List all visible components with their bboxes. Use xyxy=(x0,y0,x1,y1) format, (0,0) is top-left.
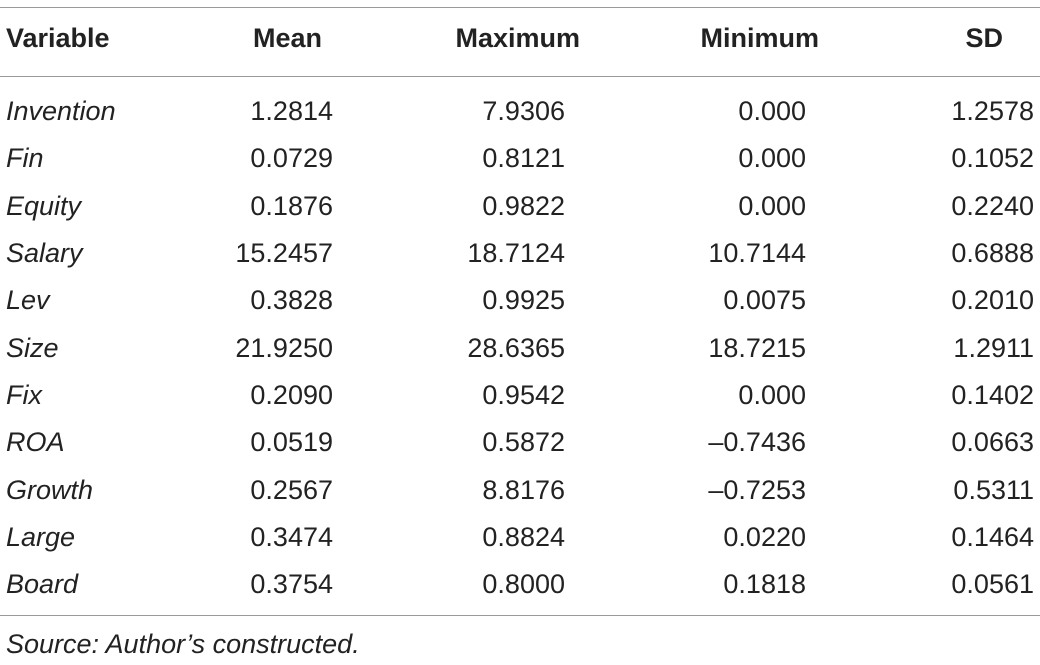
cell-mean: 0.1876 xyxy=(250,191,333,221)
cell-mean: 1.2814 xyxy=(250,96,333,126)
cell-minimum: 0.1818 xyxy=(723,569,806,599)
cell-variable: Fin xyxy=(6,143,44,173)
cell-mean: 0.3474 xyxy=(250,522,333,552)
cell-mean: 0.3828 xyxy=(250,285,333,315)
cell-variable: Invention xyxy=(6,96,116,126)
table-row: ROA 0.0519 0.5872 –0.7436 0.0663 xyxy=(0,419,1040,466)
cell-variable: Fix xyxy=(6,380,42,410)
cell-maximum: 0.5872 xyxy=(482,427,565,457)
cell-mean: 0.0519 xyxy=(250,427,333,457)
table-bottom-rule xyxy=(0,615,1040,616)
table-row: Board 0.3754 0.8000 0.1818 0.0561 xyxy=(0,561,1040,608)
cell-maximum: 7.9306 xyxy=(482,96,565,126)
cell-sd: 0.2010 xyxy=(951,285,1034,315)
cell-variable: Growth xyxy=(6,475,94,505)
header-minimum: Minimum xyxy=(700,23,820,53)
cell-minimum: 18.7215 xyxy=(708,333,806,363)
cell-sd: 0.2240 xyxy=(951,191,1034,221)
table-row: Size 21.9250 28.6365 18.7215 1.2911 xyxy=(0,325,1040,372)
cell-sd: 0.6888 xyxy=(951,238,1034,268)
cell-sd: 1.2911 xyxy=(953,333,1034,363)
cell-mean: 0.0729 xyxy=(250,143,333,173)
cell-variable: Large xyxy=(6,522,76,552)
header-sd: SD xyxy=(965,23,1003,53)
header-mean: Mean xyxy=(252,23,322,53)
cell-variable: Lev xyxy=(6,285,50,315)
table-row: Salary 15.2457 18.7124 10.7144 0.6888 xyxy=(0,230,1040,277)
cell-maximum: 18.7124 xyxy=(467,238,565,268)
cell-minimum: 0.0220 xyxy=(723,522,806,552)
cell-minimum: –0.7253 xyxy=(708,475,806,505)
table-row: Growth 0.2567 8.8176 –0.7253 0.5311 xyxy=(0,467,1040,514)
header-variable: Variable xyxy=(6,23,110,53)
cell-minimum: –0.7436 xyxy=(708,427,806,457)
table-header-row: Variable Mean Maximum Minimum SD xyxy=(0,0,1040,76)
cell-sd: 0.1052 xyxy=(951,143,1034,173)
cell-mean: 21.9250 xyxy=(235,333,333,363)
table-top-rule xyxy=(0,7,1040,8)
cell-variable: Salary xyxy=(6,238,83,268)
cell-minimum: 10.7144 xyxy=(708,238,806,268)
cell-maximum: 28.6365 xyxy=(467,333,565,363)
cell-minimum: 0.000 xyxy=(738,96,806,126)
cell-mean: 15.2457 xyxy=(235,238,333,268)
cell-mean: 0.2567 xyxy=(250,475,333,505)
cell-minimum: 0.0075 xyxy=(723,285,806,315)
cell-maximum: 0.8121 xyxy=(482,143,565,173)
cell-mean: 0.3754 xyxy=(250,569,333,599)
cell-maximum: 0.9822 xyxy=(482,191,565,221)
cell-maximum: 0.9542 xyxy=(482,380,565,410)
cell-maximum: 0.8824 xyxy=(482,522,565,552)
cell-sd: 0.0663 xyxy=(951,427,1034,457)
cell-maximum: 0.8000 xyxy=(482,569,565,599)
cell-variable: Size xyxy=(6,333,59,363)
cell-variable: Board xyxy=(6,569,79,599)
table-row: Invention 1.2814 7.9306 0.000 1.2578 xyxy=(0,88,1040,135)
cell-variable: Equity xyxy=(6,191,82,221)
table-row: Large 0.3474 0.8824 0.0220 0.1464 xyxy=(0,514,1040,561)
table-source-note: Source: Author’s constructed. xyxy=(6,629,360,659)
cell-minimum: 0.000 xyxy=(738,380,806,410)
table-row: Fix 0.2090 0.9542 0.000 0.1402 xyxy=(0,372,1040,419)
cell-minimum: 0.000 xyxy=(738,191,806,221)
table-header-rule xyxy=(0,76,1040,77)
cell-maximum: 0.9925 xyxy=(482,285,565,315)
header-maximum: Maximum xyxy=(455,23,580,53)
cell-sd: 0.0561 xyxy=(951,569,1034,599)
cell-sd: 0.1402 xyxy=(951,380,1034,410)
cell-variable: ROA xyxy=(6,427,65,457)
table-row: Fin 0.0729 0.8121 0.000 0.1052 xyxy=(0,135,1040,182)
cell-minimum: 0.000 xyxy=(738,143,806,173)
table-row: Equity 0.1876 0.9822 0.000 0.2240 xyxy=(0,183,1040,230)
table-row: Lev 0.3828 0.9925 0.0075 0.2010 xyxy=(0,277,1040,324)
cell-sd: 0.5311 xyxy=(953,475,1034,505)
cell-sd: 0.1464 xyxy=(951,522,1034,552)
cell-maximum: 8.8176 xyxy=(482,475,565,505)
cell-mean: 0.2090 xyxy=(250,380,333,410)
cell-sd: 1.2578 xyxy=(951,96,1034,126)
